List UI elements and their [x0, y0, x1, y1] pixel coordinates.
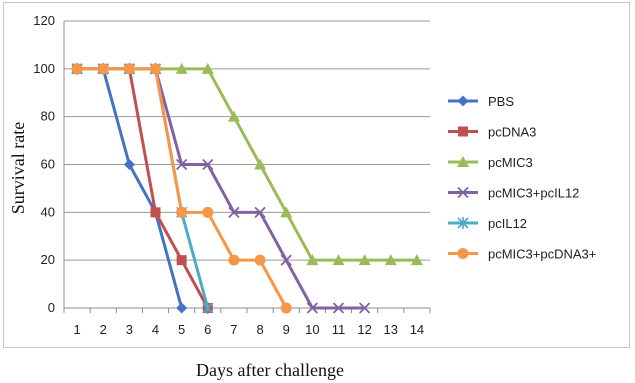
data-point	[175, 62, 188, 74]
data-point	[306, 254, 319, 266]
legend-item-3: pcMIC3	[448, 155, 533, 170]
legend-item-4: pcMIC3+pcIL12	[448, 186, 579, 201]
chart-frame	[3, 2, 630, 348]
y-axis-title: Survival rate	[8, 122, 28, 214]
legend-label: pcMIC3+pcDNA3+	[488, 247, 596, 262]
data-point	[150, 63, 161, 75]
series-1	[71, 63, 188, 314]
data-point	[201, 62, 214, 74]
data-point	[202, 158, 214, 171]
data-point	[254, 254, 266, 266]
x-tick-label-9: 9	[283, 322, 290, 337]
series-6	[71, 63, 292, 314]
series-4	[71, 63, 371, 314]
x-axis-title: Days after challenge	[196, 360, 344, 380]
x-tick-label-7: 7	[230, 322, 237, 337]
data-point	[384, 254, 397, 266]
data-point	[176, 158, 188, 171]
data-point	[254, 158, 267, 170]
x-tick-label-6: 6	[204, 322, 211, 337]
series-line-6	[77, 67, 288, 309]
legend-label: pcMIC3+pcIL12	[488, 186, 579, 201]
legend-marker	[457, 95, 469, 107]
x-tick-label-13: 13	[384, 322, 398, 337]
data-point	[97, 63, 109, 75]
y-tick-label-120: 120	[33, 13, 55, 28]
x-tick-label-3: 3	[126, 322, 133, 337]
data-point	[358, 254, 371, 266]
x-tick-label-11: 11	[332, 322, 346, 337]
data-point	[71, 63, 83, 75]
data-point	[202, 302, 214, 314]
y-tick-label-40: 40	[41, 204, 55, 219]
data-point	[123, 159, 135, 170]
data-point	[280, 206, 293, 218]
legend-label: pcIL12	[488, 216, 527, 231]
data-point	[227, 110, 240, 122]
x-tick-label-8: 8	[256, 322, 263, 337]
data-point	[228, 254, 240, 266]
x-tick-label-14: 14	[410, 322, 424, 337]
data-point	[254, 206, 266, 218]
data-point	[332, 302, 345, 314]
data-point	[280, 302, 292, 314]
x-tick-label-10: 10	[305, 322, 319, 337]
y-tick-label-100: 100	[33, 61, 55, 76]
y-tick-label-0: 0	[48, 300, 55, 315]
legend-marker	[457, 248, 469, 259]
data-point	[176, 302, 188, 314]
legend-label: pcDNA3	[488, 125, 536, 140]
y-tick-label-60: 60	[41, 157, 55, 172]
data-point	[306, 302, 318, 314]
data-point	[176, 206, 188, 218]
legend-item-6: pcMIC3+pcDNA3+	[448, 247, 596, 262]
legend-marker	[457, 186, 469, 199]
data-point	[150, 207, 161, 218]
legend-label: PBS	[488, 94, 514, 109]
data-point	[410, 254, 423, 266]
data-point	[359, 302, 371, 314]
data-point	[280, 254, 292, 266]
y-tick-label-80: 80	[41, 109, 55, 124]
legend-marker	[458, 126, 468, 137]
series-line-4	[77, 67, 365, 310]
data-point	[332, 254, 345, 266]
legend-item-1: PBS	[448, 94, 514, 109]
legend-marker	[457, 217, 469, 229]
y-tick-label-20: 20	[41, 252, 55, 267]
x-tick-label-5: 5	[178, 322, 185, 337]
legend-item-5: pcIL12	[448, 216, 527, 231]
legend-item-2: pcDNA3	[448, 125, 536, 140]
x-tick-label-4: 4	[152, 322, 159, 337]
data-point	[202, 206, 214, 218]
data-point	[228, 206, 240, 218]
data-point	[176, 255, 187, 266]
x-tick-label-12: 12	[357, 322, 371, 337]
legend-label: pcMIC3	[488, 155, 533, 170]
x-tick-label-1: 1	[73, 322, 80, 337]
x-tick-label-2: 2	[100, 322, 107, 337]
legend-marker	[457, 156, 469, 167]
data-point	[123, 63, 135, 75]
